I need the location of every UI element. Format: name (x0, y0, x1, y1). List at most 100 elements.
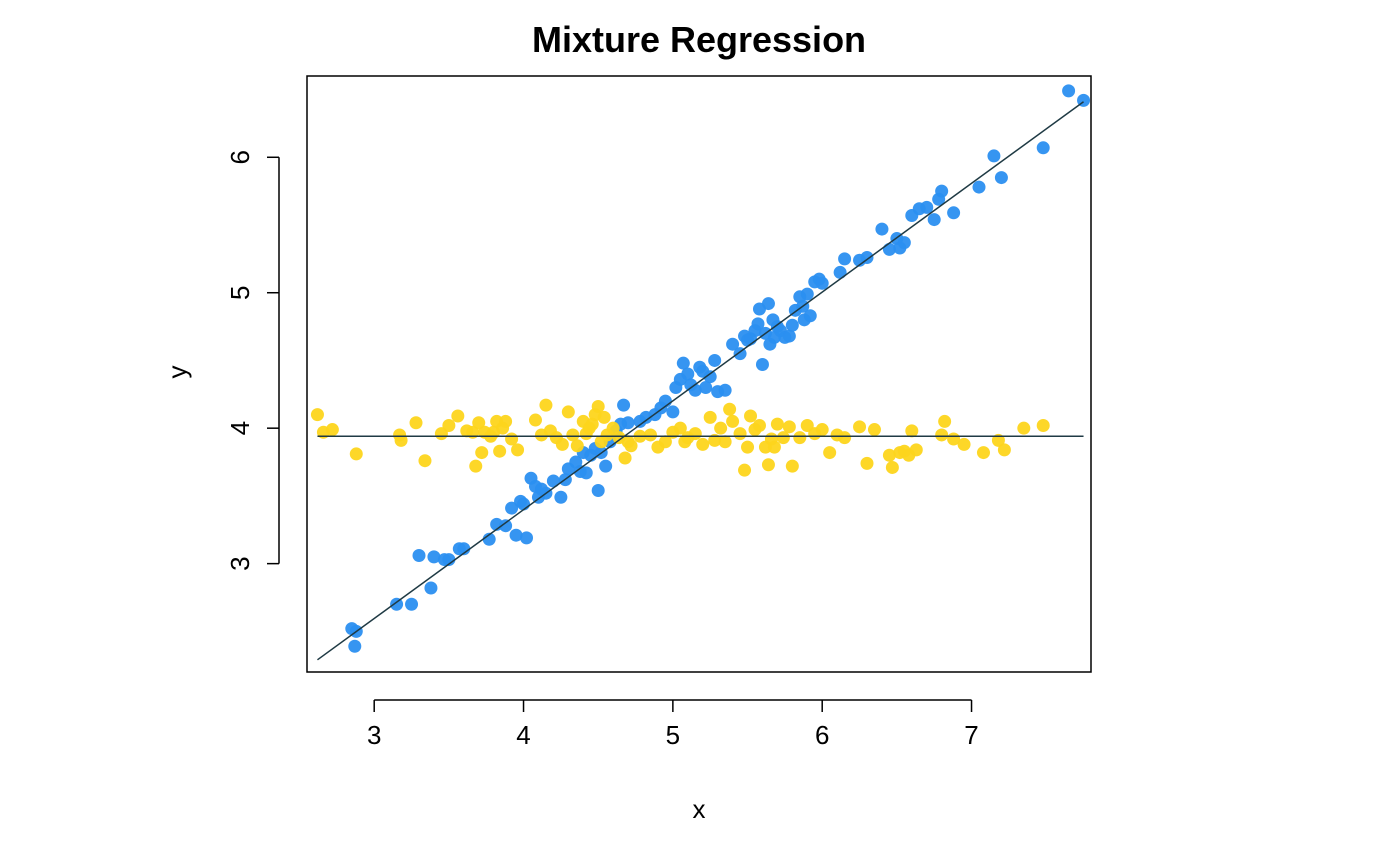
data-point-series-2 (539, 398, 553, 412)
data-point-series-2 (472, 416, 486, 430)
data-point-series-1 (554, 490, 568, 504)
data-point-series-1 (617, 398, 631, 412)
data-point-series-2 (770, 417, 784, 431)
data-point-series-2 (776, 431, 790, 445)
data-point-series-2 (561, 405, 575, 419)
y-axis: 3 4 5 6 (225, 150, 280, 571)
data-point-series-1 (875, 222, 889, 236)
data-point-series-1 (726, 337, 740, 351)
data-point-series-2 (566, 428, 580, 442)
fit-line-1 (317, 101, 1084, 661)
x-tick-label: 5 (666, 720, 680, 750)
data-point-series-2 (418, 454, 432, 468)
x-axis-label: x (693, 794, 706, 824)
y-tick-label: 6 (225, 150, 255, 164)
data-point-series-2 (738, 463, 752, 477)
y-axis-label: y (162, 366, 192, 379)
data-point-series-2 (761, 458, 775, 472)
data-point-series-2 (696, 437, 710, 451)
data-point-series-2 (591, 400, 605, 414)
data-point-series-2 (1036, 418, 1050, 432)
data-point-series-2 (475, 446, 489, 460)
data-point-series-1 (987, 149, 1001, 163)
data-point-series-1 (860, 251, 874, 265)
data-point-series-1 (520, 531, 534, 545)
data-point-series-2 (782, 420, 796, 434)
x-tick-label: 3 (367, 720, 381, 750)
data-point-series-2 (938, 414, 952, 428)
data-point-series-1 (546, 474, 560, 488)
data-point-series-2 (838, 431, 852, 445)
data-point-series-2 (349, 447, 363, 461)
data-point-series-1 (782, 329, 796, 343)
data-point-series-1 (405, 597, 419, 611)
data-point-series-2 (570, 439, 584, 453)
data-point-series-2 (310, 408, 324, 422)
data-point-series-2 (860, 456, 874, 470)
data-point-series-1 (947, 206, 961, 220)
data-point-series-2 (555, 437, 569, 451)
data-point-series-2 (528, 413, 542, 427)
data-point-series-1 (935, 184, 949, 198)
x-tick-label: 7 (964, 720, 978, 750)
data-point-series-2 (618, 451, 632, 465)
data-point-series-2 (744, 409, 758, 423)
data-point-series-1 (579, 466, 593, 480)
data-point-series-2 (718, 435, 732, 449)
data-point-series-2 (409, 416, 423, 430)
data-point-series-1 (427, 550, 441, 564)
data-point-series-2 (658, 435, 672, 449)
data-point-series-2 (752, 418, 766, 432)
data-point-series-1 (457, 542, 471, 556)
data-point-series-1 (1036, 141, 1050, 155)
data-point-series-1 (800, 287, 814, 301)
data-point-series-1 (761, 297, 775, 311)
data-point-series-1 (442, 553, 456, 567)
data-point-series-2 (688, 427, 702, 441)
data-point-series-1 (703, 370, 717, 384)
data-point-series-1 (699, 381, 713, 395)
data-point-series-1 (348, 639, 362, 653)
data-point-series-1 (1062, 84, 1076, 98)
data-point-series-2 (957, 437, 971, 451)
data-point-series-2 (703, 410, 717, 424)
fit-lines (317, 101, 1084, 661)
data-point-series-2 (499, 414, 513, 428)
data-point-series-2 (785, 459, 799, 473)
data-point-series-2 (1017, 421, 1031, 435)
data-point-series-1 (815, 276, 829, 290)
data-point-series-1 (785, 318, 799, 332)
data-point-series-2 (882, 448, 896, 462)
data-point-series-1 (897, 236, 911, 250)
data-point-series-1 (621, 416, 635, 430)
data-point-series-2 (815, 423, 829, 437)
data-point-series-1 (833, 265, 847, 279)
data-point-series-1 (803, 309, 817, 323)
data-point-series-2 (823, 446, 837, 460)
data-point-series-1 (482, 532, 496, 546)
data-point-series-1 (994, 171, 1008, 185)
x-tick-label: 4 (516, 720, 530, 750)
data-point-series-2 (793, 431, 807, 445)
data-point-series-2 (597, 410, 611, 424)
y-tick-label: 3 (225, 556, 255, 570)
data-point-series-1 (666, 405, 680, 419)
data-point-series-1 (927, 213, 941, 227)
y-tick-label: 5 (225, 285, 255, 299)
data-point-series-2 (493, 444, 507, 458)
data-point-series-1 (681, 367, 695, 381)
data-point-series-1 (755, 358, 769, 372)
data-point-series-2 (325, 423, 339, 437)
chart-title: Mixture Regression (532, 19, 866, 60)
data-point-series-2 (708, 433, 722, 447)
data-point-series-2 (853, 420, 867, 434)
data-points (310, 84, 1091, 653)
data-point-series-1 (591, 483, 605, 497)
data-point-series-2 (451, 409, 465, 423)
data-point-series-2 (606, 421, 620, 435)
data-point-series-2 (511, 443, 525, 457)
data-point-series-2 (767, 440, 781, 454)
data-point-series-1 (390, 597, 404, 611)
data-point-series-2 (909, 443, 923, 457)
